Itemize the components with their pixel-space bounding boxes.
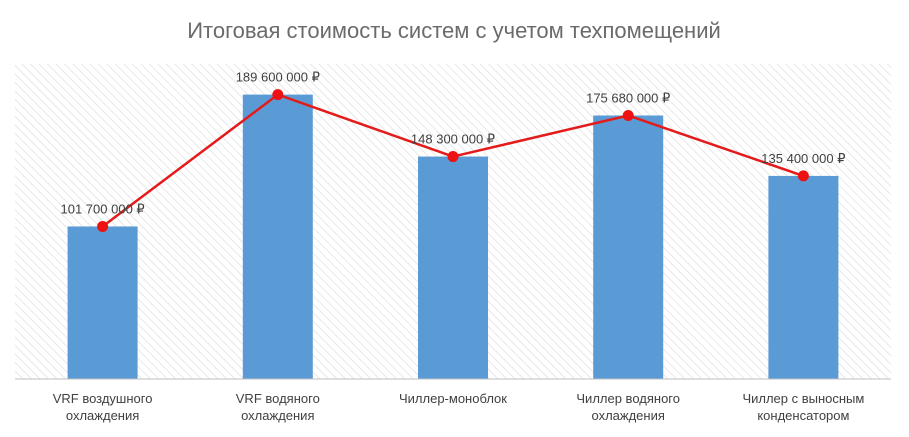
category-label: Чиллер водяного xyxy=(576,391,680,406)
data-label: 135 400 000 ₽ xyxy=(761,151,845,166)
category-label: Чиллер с выносным xyxy=(742,391,864,406)
category-label: VRF водяного xyxy=(236,391,320,406)
line-point xyxy=(97,220,109,232)
bar xyxy=(242,94,313,379)
category-label: охлаждения xyxy=(591,408,664,423)
category-label: VRF воздушного xyxy=(53,391,153,406)
data-label: 189 600 000 ₽ xyxy=(236,70,320,85)
line-point xyxy=(797,170,809,182)
category-label: охлаждения xyxy=(66,408,139,423)
data-label: 101 700 000 ₽ xyxy=(61,201,145,216)
category-label: конденсатором xyxy=(757,408,849,423)
category-label: Чиллер-моноблок xyxy=(399,391,507,406)
category-label: охлаждения xyxy=(241,408,314,423)
line-point xyxy=(447,151,459,163)
line-point xyxy=(622,109,634,121)
data-label: 175 680 000 ₽ xyxy=(586,90,670,105)
bar xyxy=(768,175,839,379)
chart-title: Итоговая стоимость систем с учетом техпо… xyxy=(187,18,721,43)
bar xyxy=(418,156,488,379)
line-point xyxy=(272,89,284,101)
data-label: 148 300 000 ₽ xyxy=(411,132,495,147)
bar xyxy=(593,115,664,379)
bar xyxy=(67,226,138,379)
